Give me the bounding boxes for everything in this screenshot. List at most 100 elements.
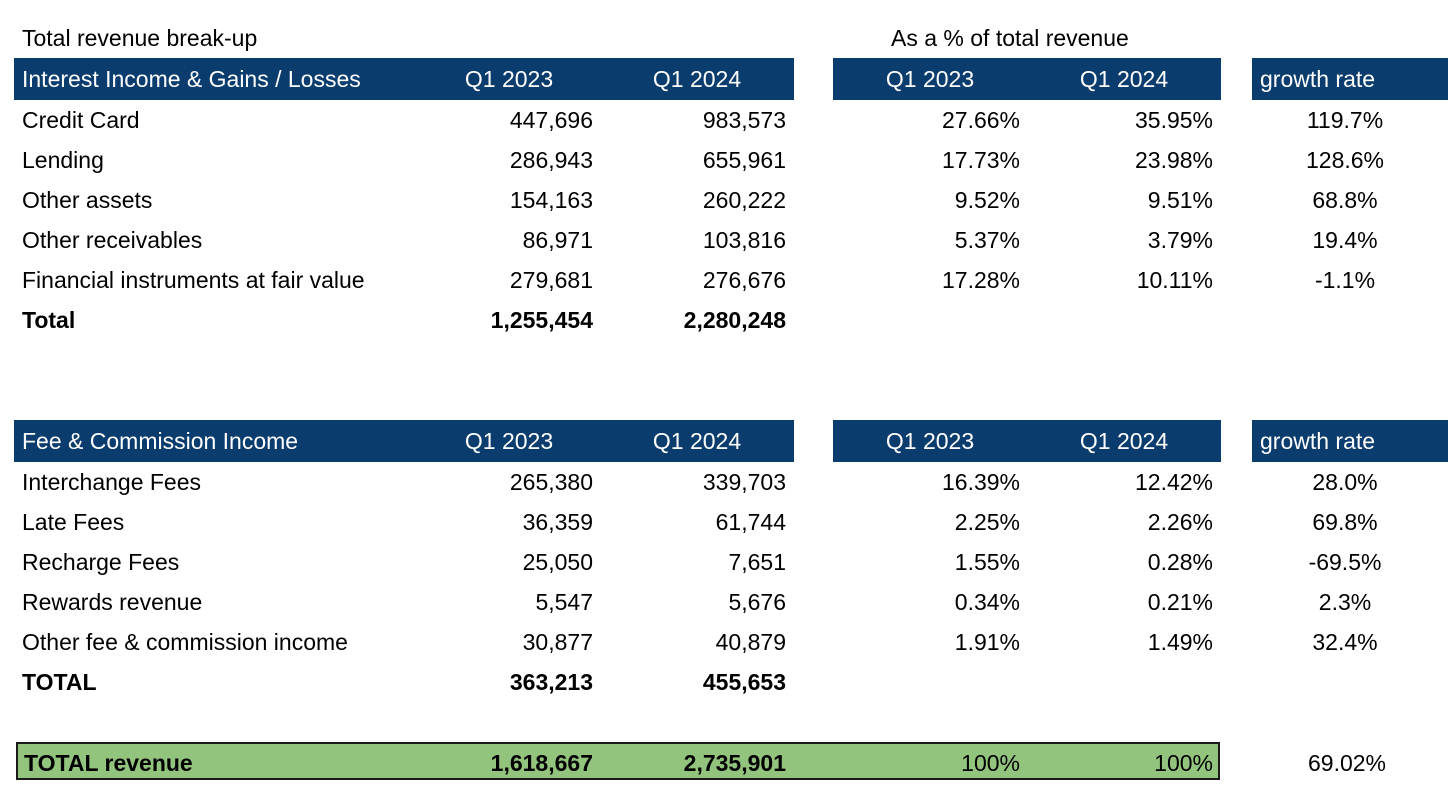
row-pct-2024: 10.11% (1136, 267, 1213, 293)
total-label: TOTAL (22, 669, 97, 695)
row-growth: 2.3% (1318, 589, 1372, 615)
row-q1-2023: 279,681 (509, 267, 593, 293)
row-growth: -1.1% (1314, 267, 1376, 293)
row-q1-2024: 103,816 (702, 227, 786, 253)
row-pct-2024: 9.51% (1147, 187, 1213, 213)
section1-growth-header: growth rate (1260, 66, 1376, 92)
section2-pct-header-q1-2024: Q1 2024 (1079, 428, 1169, 454)
table-row: Other fee & commission income 30,877 40,… (0, 622, 1456, 662)
total-q1-2024: 455,653 (702, 669, 786, 695)
row-pct-2024: 0.21% (1147, 589, 1213, 615)
table-row: Credit Card 447,696 983,573 27.66% 35.95… (0, 100, 1456, 140)
row-pct-2023: 2.25% (954, 509, 1020, 535)
row-label: Lending (22, 147, 104, 173)
percent-section-title: As a % of total revenue (891, 25, 1129, 51)
row-q1-2024: 40,879 (715, 629, 786, 655)
row-label: Financial instruments at fair value (22, 267, 365, 293)
row-growth: 28.0% (1312, 469, 1378, 495)
row-label: Late Fees (22, 509, 125, 535)
row-label: Interchange Fees (22, 469, 202, 495)
row-growth: 128.6% (1305, 147, 1384, 173)
row-pct-2023: 1.55% (954, 549, 1020, 575)
total-q1-2023: 363,213 (509, 669, 593, 695)
row-q1-2024: 7,651 (728, 549, 786, 575)
table-row: Recharge Fees 25,050 7,651 1.55% 0.28% -… (0, 542, 1456, 582)
table-row: Other assets 154,163 260,222 9.52% 9.51%… (0, 180, 1456, 220)
grand-total-label: TOTAL revenue (24, 750, 193, 776)
row-pct-2024: 12.42% (1134, 469, 1213, 495)
table-title: Total revenue break-up (22, 25, 258, 51)
row-label: Other receivables (22, 227, 203, 253)
total-label: Total (22, 307, 76, 333)
total-q1-2023: 1,255,454 (490, 307, 593, 333)
row-q1-2024: 5,676 (728, 589, 786, 615)
row-q1-2023: 25,050 (522, 549, 593, 575)
row-pct-2023: 1.91% (954, 629, 1020, 655)
section1-header-label: Interest Income & Gains / Losses (22, 66, 361, 92)
row-label: Other assets (22, 187, 153, 213)
table-row: Interchange Fees 265,380 339,703 16.39% … (0, 462, 1456, 502)
row-label: Recharge Fees (22, 549, 180, 575)
section2-growth-header-bar: growth rate (1252, 420, 1448, 462)
row-pct-2024: 0.28% (1147, 549, 1213, 575)
row-q1-2023: 286,943 (509, 147, 593, 173)
row-q1-2024: 61,744 (715, 509, 786, 535)
row-q1-2023: 30,877 (522, 629, 593, 655)
row-growth: 119.7% (1306, 107, 1384, 133)
row-pct-2024: 35.95% (1134, 107, 1213, 133)
grand-total-q1-2024: 2,735,901 (683, 750, 786, 776)
section1-growth-header-bar: growth rate (1252, 58, 1448, 100)
row-pct-2024: 3.79% (1147, 227, 1213, 253)
grand-total-pct-2024: 100% (1154, 750, 1213, 776)
row-pct-2023: 17.73% (941, 147, 1020, 173)
section2-pct-header-q1-2023: Q1 2023 (885, 428, 975, 454)
row-q1-2024: 276,676 (702, 267, 786, 293)
row-growth: -69.5% (1308, 549, 1382, 575)
section2-growth-header: growth rate (1260, 428, 1376, 454)
section1-pct-header-q1-2023: Q1 2023 (885, 66, 975, 92)
row-q1-2023: 447,696 (509, 107, 593, 133)
grand-total-q1-2023: 1,618,667 (490, 750, 593, 776)
section1-header-bar: Interest Income & Gains / Losses Q1 2023… (14, 58, 794, 100)
section2-header-label: Fee & Commission Income (22, 428, 299, 454)
row-pct-2024: 2.26% (1147, 509, 1213, 535)
row-label: Credit Card (22, 107, 140, 133)
row-q1-2023: 154,163 (509, 187, 593, 213)
total-q1-2024: 2,280,248 (683, 307, 786, 333)
table-row: Late Fees 36,359 61,744 2.25% 2.26% 69.8… (0, 502, 1456, 542)
row-pct-2023: 5.37% (954, 227, 1020, 253)
section1-total-row: Total 1,255,454 2,280,248 (0, 300, 1456, 340)
section2-header-q1-2023: Q1 2023 (464, 428, 554, 454)
row-q1-2024: 983,573 (702, 107, 786, 133)
row-pct-2024: 1.49% (1147, 629, 1213, 655)
row-q1-2024: 260,222 (702, 187, 786, 213)
row-q1-2024: 655,961 (702, 147, 786, 173)
row-label: Other fee & commission income (22, 629, 348, 655)
row-label: Rewards revenue (22, 589, 203, 615)
grand-total-pct-2023: 100% (961, 750, 1020, 776)
row-pct-2023: 0.34% (954, 589, 1020, 615)
table-row: Lending 286,943 655,961 17.73% 23.98% 12… (0, 140, 1456, 180)
row-q1-2023: 36,359 (522, 509, 593, 535)
row-q1-2023: 265,380 (509, 469, 593, 495)
table-row: Rewards revenue 5,547 5,676 0.34% 0.21% … (0, 582, 1456, 622)
section2-pct-header-bar: Q1 2023 Q1 2024 (833, 420, 1221, 462)
row-growth: 68.8% (1312, 187, 1378, 213)
grand-total-bar (16, 742, 1220, 780)
section1-header-q1-2023: Q1 2023 (464, 66, 554, 92)
grand-total-growth: 69.02% (1307, 750, 1386, 776)
section2-header-bar: Fee & Commission Income Q1 2023 Q1 2024 (14, 420, 794, 462)
row-pct-2023: 27.66% (941, 107, 1020, 133)
row-pct-2023: 17.28% (941, 267, 1020, 293)
row-growth: 19.4% (1312, 227, 1378, 253)
grand-total-row: TOTAL revenue 1,618,667 2,735,901 100% 1… (0, 742, 1456, 782)
section2-total-row: TOTAL 363,213 455,653 (0, 662, 1456, 702)
section2-header-q1-2024: Q1 2024 (652, 428, 742, 454)
row-q1-2023: 5,547 (535, 589, 593, 615)
row-pct-2024: 23.98% (1134, 147, 1213, 173)
section1-pct-header-q1-2024: Q1 2024 (1079, 66, 1169, 92)
row-pct-2023: 16.39% (941, 469, 1020, 495)
row-q1-2024: 339,703 (702, 469, 786, 495)
row-growth: 69.8% (1312, 509, 1378, 535)
row-pct-2023: 9.52% (954, 187, 1020, 213)
